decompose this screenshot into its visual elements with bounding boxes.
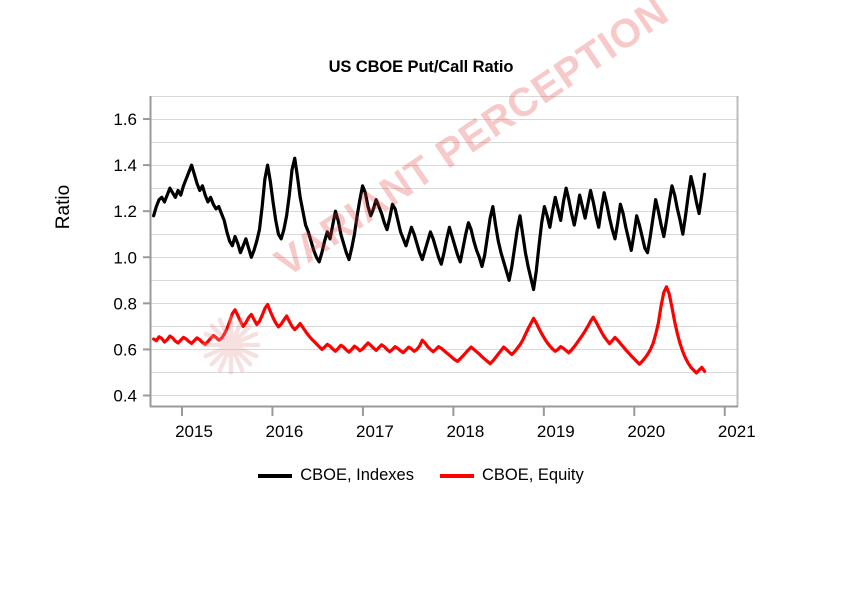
svg-text:0.6: 0.6 (113, 340, 137, 359)
svg-text:2020: 2020 (627, 422, 665, 441)
y-axis-ticks: 0.4 0.6 0.8 1.0 1.2 1.4 1.6 (113, 110, 150, 405)
legend-swatch-indexes (258, 473, 293, 478)
svg-text:1.2: 1.2 (113, 202, 137, 221)
svg-text:1.6: 1.6 (113, 110, 137, 129)
legend-label-equity: CBOE, Equity (481, 466, 584, 484)
legend-swatch-equity (439, 473, 474, 478)
svg-text:2015: 2015 (175, 422, 213, 441)
chart-title: US CBOE Put/Call Ratio (328, 58, 514, 76)
legend-label-indexes: CBOE, Indexes (300, 466, 414, 484)
svg-text:1.0: 1.0 (113, 248, 137, 267)
legend-item-indexes[interactable]: CBOE, Indexes (258, 466, 414, 485)
svg-text:1.4: 1.4 (113, 156, 137, 175)
data-series-group (152, 156, 707, 375)
svg-text:2018: 2018 (446, 422, 484, 441)
chart-legend: CBOE, Indexes CBOE, Equity (0, 466, 842, 485)
x-axis-ticks: 2015 2016 2017 2018 2019 2020 2021 (175, 407, 756, 441)
svg-text:0.4: 0.4 (113, 386, 137, 405)
gridlines (150, 96, 738, 396)
svg-text:2016: 2016 (266, 422, 304, 441)
svg-text:0.8: 0.8 (113, 294, 137, 313)
svg-text:2017: 2017 (356, 422, 394, 441)
svg-text:2019: 2019 (537, 422, 575, 441)
legend-item-equity[interactable]: CBOE, Equity (439, 466, 584, 485)
svg-text:2021: 2021 (718, 422, 756, 441)
